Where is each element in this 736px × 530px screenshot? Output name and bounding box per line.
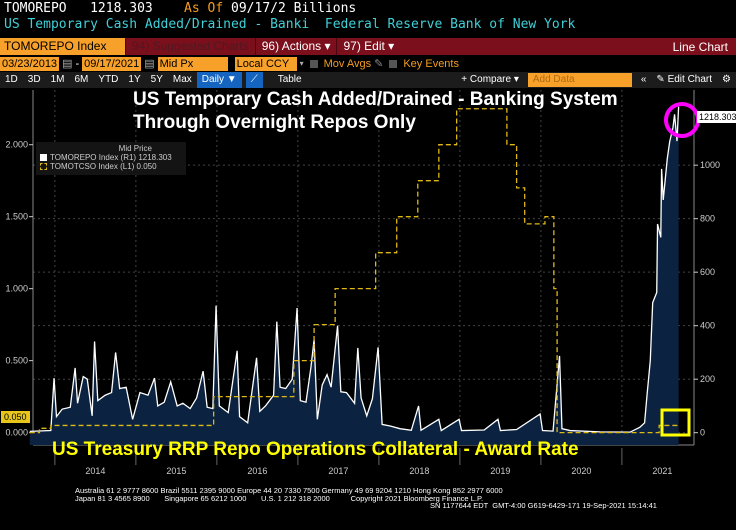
legend-item-tomorepo[interactable]: TOMOREPO Index (R1) 1218.303	[40, 153, 182, 162]
x-tick-label: 2020	[571, 466, 591, 476]
chart-toolbar: 1D 3D 1M 6M YTD 1Y 5Y Max Daily ▼ ⟋ Tabl…	[0, 72, 736, 88]
left-tick-label: 2.000	[5, 140, 28, 150]
date-separator: -	[75, 57, 80, 70]
ticker: TOMOREPO	[4, 1, 67, 16]
range-1d[interactable]: 1D	[5, 74, 18, 85]
right-tick-label: 0	[700, 428, 705, 438]
as-of-label: As Of	[184, 1, 224, 16]
chart-legend: Mid Price TOMOREPO Index (R1) 1218.303 T…	[36, 142, 186, 175]
calendar-icon[interactable]: ▤	[144, 58, 155, 70]
footer: Australia 61 2 9777 8600 Brazil 5511 239…	[75, 487, 657, 510]
chart-subtitle: Through Overnight Repos Only	[133, 112, 416, 133]
legend-header: Mid Price	[118, 144, 152, 153]
right-tick-label: 400	[700, 321, 715, 331]
description-line: US Temporary Cash Added/Drained - Banki …	[4, 17, 575, 32]
price-field-select[interactable]: Mid Px	[157, 56, 228, 71]
x-tick-label: 2019	[490, 466, 510, 476]
left-tick-label: 0.000	[5, 428, 28, 438]
right-tick-label: 1000	[700, 160, 720, 170]
table-button[interactable]: Table	[277, 74, 302, 85]
add-data-input[interactable]: Add Data	[527, 73, 632, 87]
end-date-field[interactable]: 09/17/2021	[82, 56, 142, 71]
right-last-value-tag: 1218.303	[697, 111, 736, 123]
left-tick-label: 0.500	[5, 356, 28, 366]
units: Billions	[293, 1, 357, 16]
calendar-icon[interactable]: ▤	[62, 58, 73, 70]
chart-title: US Temporary Cash Added/Drained - Bankin…	[133, 89, 618, 110]
date-bar: 03/23/2013 ▤ - 09/17/2021 ▤ Mid Px Local C…	[0, 56, 736, 71]
range-ytd[interactable]: YTD	[98, 74, 119, 85]
mov-avgs-checkbox[interactable]	[309, 59, 318, 68]
x-tick-label: 2017	[328, 466, 348, 476]
range-1m[interactable]: 1M	[50, 74, 65, 85]
highlight-box	[660, 408, 691, 437]
range-3d[interactable]: 3D	[27, 74, 41, 85]
as-of-date: 09/17/2	[231, 1, 286, 16]
chevron-down-icon[interactable]: ▾	[299, 59, 304, 68]
footer-line: SN 1177644 EDT GMT-4:00 G619-6429-171 19…	[430, 501, 657, 510]
pencil-icon[interactable]: ✎	[374, 58, 384, 70]
source: Federal Reserve Bank of New York	[324, 17, 576, 32]
legend-item-tomotcso[interactable]: TOMOTCSO Index (L1) 0.050	[40, 162, 182, 171]
x-tick-label: 2016	[247, 466, 267, 476]
settings-icon[interactable]: ⚙	[722, 74, 731, 85]
range-6m[interactable]: 6M	[74, 74, 89, 85]
x-tick-label: 2018	[409, 466, 429, 476]
actions-menu[interactable]: 96) Actions ▾	[254, 38, 337, 55]
security-field[interactable]: TOMOREPO Index	[0, 38, 125, 55]
legend-swatch-white	[40, 154, 47, 162]
left-tick-label: 1.000	[5, 284, 28, 294]
highlight-circle	[664, 102, 700, 138]
range-1y[interactable]: 1Y	[128, 74, 141, 85]
legend-label: TOMOTCSO Index (L1) 0.050	[50, 162, 157, 171]
security-header: TOMOREPO 1218.303 As Of 09/17/2 Billions	[4, 1, 356, 16]
right-tick-label: 200	[700, 374, 715, 384]
legend-swatch-dashed	[40, 163, 47, 171]
rrp-annotation: US Treasury RRP Repo Operations Collater…	[52, 439, 579, 460]
edit-chart-button[interactable]: ✎ Edit Chart	[656, 74, 713, 85]
footer-line: Australia 61 2 9777 8600 Brazil 5511 239…	[75, 486, 503, 495]
range-5y[interactable]: 5Y	[150, 74, 163, 85]
left-last-value-tag: 0.050	[1, 411, 30, 423]
key-events-checkbox[interactable]	[389, 59, 398, 68]
range-max[interactable]: Max	[172, 74, 192, 85]
function-bar: TOMOREPO Index 94) Suggested Charts 96) …	[0, 38, 736, 55]
currency-select[interactable]: Local CCY	[234, 56, 297, 71]
area-fill-tomorepo	[29, 106, 679, 446]
suggested-charts-button[interactable]: 94) Suggested Charts	[125, 38, 255, 55]
chart-type-label: Line Chart	[672, 39, 728, 54]
step-line-tomotcso	[29, 108, 679, 434]
start-date-field[interactable]: 03/23/2013	[0, 56, 60, 71]
legend-label: TOMOREPO Index (R1) 1218.303	[50, 153, 172, 162]
line-tomorepo	[29, 106, 680, 433]
x-tick-label: 2021	[652, 466, 672, 476]
mov-avgs-label: Mov Avgs	[323, 57, 372, 70]
left-tick-label: 1.500	[5, 212, 28, 222]
right-tick-label: 600	[700, 267, 715, 277]
x-tick-label: 2015	[166, 466, 186, 476]
key-events-label: Key Events	[403, 57, 459, 70]
description: US Temporary Cash Added/Drained - Banki	[4, 17, 310, 32]
right-tick-label: 800	[700, 214, 715, 224]
footer-line: Japan 81 3 4565 8900 Singapore 65 6212 1…	[75, 493, 484, 503]
collapse-icon[interactable]: «	[640, 74, 647, 85]
edit-menu[interactable]: 97) Edit ▾	[336, 38, 400, 55]
x-tick-label: 2014	[85, 466, 105, 476]
last-value: 1218.303	[90, 1, 153, 16]
compare-button[interactable]: + Compare ▾	[461, 74, 519, 85]
line-chart-icon[interactable]: ⟋	[245, 72, 263, 88]
frequency-select[interactable]: Daily ▼	[196, 72, 242, 88]
